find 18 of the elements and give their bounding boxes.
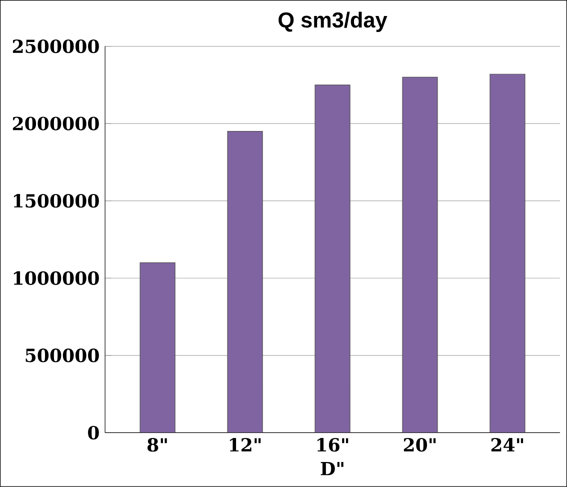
y-tick-label: 0: [88, 426, 99, 440]
x-tick-label: 20": [404, 438, 436, 452]
y-tick-label: 2000000: [12, 116, 99, 130]
y-tick-label: 2500000: [12, 40, 99, 54]
y-tick-label: 1000000: [14, 271, 99, 286]
x-tick-label: 8": [148, 438, 167, 452]
bar: [140, 262, 176, 433]
bar: [402, 76, 438, 433]
bar: [314, 84, 350, 433]
chart-title: Q sm3/day: [278, 12, 388, 32]
x-tick-label: 24": [491, 438, 524, 452]
y-tick-label: 1500000: [14, 194, 99, 208]
x-tick-label: 16": [317, 438, 348, 452]
x-tick-label: 12": [230, 438, 261, 452]
bar: [490, 74, 526, 433]
y-tick-label: 500000: [26, 348, 99, 362]
bar: [227, 131, 263, 433]
x-axis-title: D": [320, 462, 344, 476]
